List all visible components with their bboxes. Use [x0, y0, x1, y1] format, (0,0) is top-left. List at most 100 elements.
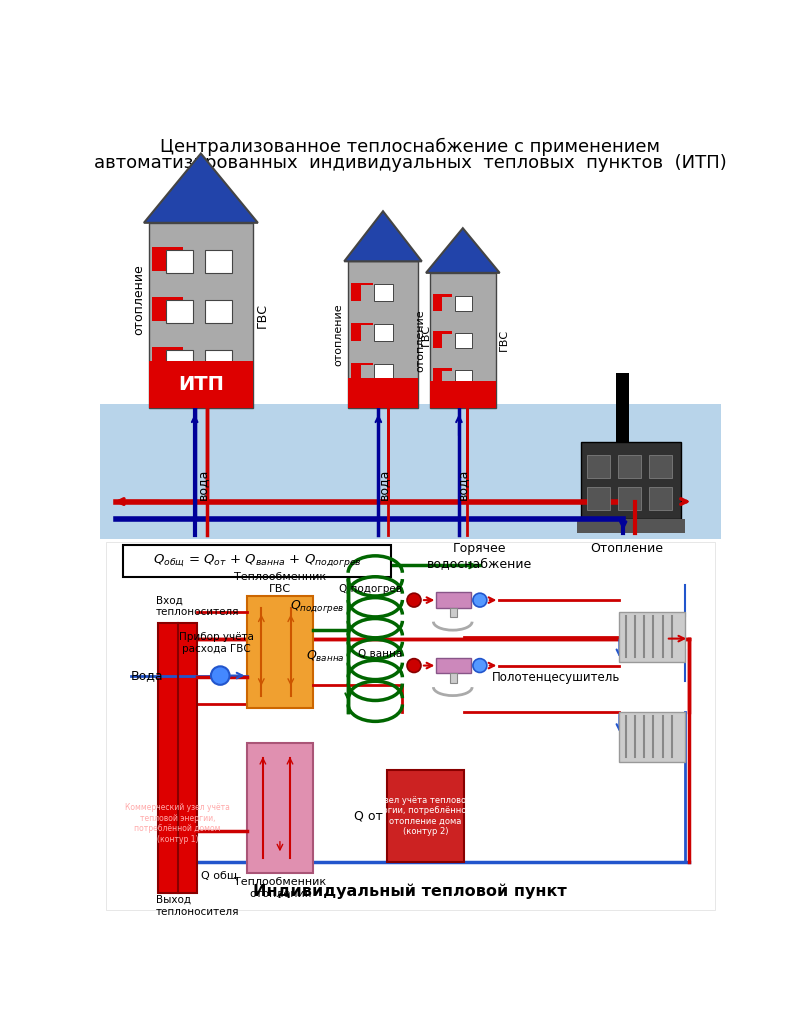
Bar — [100, 403, 721, 407]
Bar — [374, 324, 393, 342]
Bar — [430, 273, 496, 407]
Bar — [205, 299, 231, 323]
Text: автоматизированных  индивидуальных  тепловых  пунктов  (ИТП): автоматизированных индивидуальных теплов… — [94, 153, 727, 172]
Bar — [450, 608, 457, 617]
Text: $Q_{общ}$ = $Q_{от}$ + $Q_{ванна}$ + $Q_{подогрев}$: $Q_{общ}$ = $Q_{от}$ + $Q_{ванна}$ + $Q_… — [153, 553, 361, 569]
Text: Отопление: Отопление — [590, 542, 663, 556]
Text: Прибор учёта
расхода ГВС: Прибор учёта расхода ГВС — [179, 633, 254, 654]
Text: $Q_{ванна}$: $Q_{ванна}$ — [306, 648, 344, 664]
Text: Вход
теплоносителя: Вход теплоносителя — [156, 596, 239, 617]
Bar — [581, 442, 682, 520]
Bar — [359, 325, 361, 341]
Bar — [205, 350, 231, 372]
Bar — [148, 223, 253, 407]
Bar — [166, 350, 193, 372]
Bar — [152, 250, 163, 272]
Circle shape — [407, 659, 421, 673]
Bar — [455, 333, 472, 349]
Circle shape — [473, 593, 487, 607]
Polygon shape — [344, 211, 422, 261]
Text: Q от: Q от — [354, 809, 383, 822]
Bar — [205, 250, 231, 273]
Bar — [348, 261, 418, 407]
Bar — [348, 379, 418, 407]
Text: вода: вода — [376, 469, 389, 500]
Bar — [351, 285, 359, 300]
Bar — [433, 331, 453, 333]
Bar — [163, 299, 166, 321]
Bar — [100, 403, 721, 538]
Polygon shape — [144, 153, 258, 223]
Bar — [455, 296, 472, 312]
Bar — [615, 372, 630, 442]
Bar — [455, 369, 472, 385]
Bar — [374, 364, 393, 382]
Bar — [152, 347, 183, 350]
Bar — [440, 333, 442, 348]
Bar — [351, 283, 373, 285]
Bar — [618, 455, 641, 477]
Bar — [166, 299, 193, 323]
Text: Q общ: Q общ — [201, 871, 237, 881]
Bar — [374, 284, 393, 301]
Text: Q ванна: Q ванна — [358, 649, 402, 659]
Text: Коммерческий узел учёта
тепловой энергии,
потреблённой домом
(контур 1): Коммерческий узел учёта тепловой энергии… — [125, 804, 230, 844]
Bar — [166, 250, 193, 273]
Text: Теплообменник
ГВС: Теплообменник ГВС — [234, 572, 326, 594]
Bar — [351, 363, 373, 365]
Bar — [387, 770, 465, 862]
Bar — [123, 544, 391, 577]
Text: Узел учёта тепловой
энергии, потреблённой на
отопление дома
(контур 2): Узел учёта тепловой энергии, потреблённо… — [367, 795, 485, 836]
Bar — [433, 368, 453, 370]
Text: ГВС: ГВС — [498, 329, 509, 351]
Text: ИТП: ИТП — [178, 375, 223, 394]
Circle shape — [407, 593, 421, 607]
Text: $Q_{подогрев}$: $Q_{подогрев}$ — [290, 598, 344, 615]
Bar — [351, 365, 359, 381]
Bar — [248, 596, 313, 708]
Bar — [619, 712, 685, 761]
Bar — [351, 323, 373, 325]
Bar — [351, 325, 359, 341]
Circle shape — [211, 667, 230, 685]
Text: Полотенцесушитель: Полотенцесушитель — [492, 671, 620, 683]
Text: Выход
теплоносителя: Выход теплоносителя — [156, 895, 239, 917]
Bar — [152, 296, 183, 299]
Bar — [163, 350, 166, 371]
Bar — [430, 381, 496, 407]
Bar — [148, 361, 253, 407]
Bar — [359, 285, 361, 300]
Bar — [587, 487, 610, 510]
Bar — [440, 370, 442, 385]
Text: ГВС: ГВС — [256, 303, 269, 327]
Bar — [107, 541, 714, 910]
Bar — [248, 743, 313, 874]
Bar — [436, 658, 470, 673]
Text: вода: вода — [457, 469, 469, 500]
Bar — [649, 455, 672, 477]
Text: Теплообменник
отопления: Теплообменник отопления — [234, 878, 326, 899]
Bar — [649, 487, 672, 510]
Bar — [100, 177, 721, 454]
Bar — [433, 370, 440, 385]
Bar — [436, 593, 470, 608]
Bar — [152, 350, 163, 371]
Bar — [440, 296, 442, 311]
Bar — [433, 296, 440, 311]
Bar — [152, 247, 183, 250]
Text: Вода: Вода — [131, 669, 163, 682]
Text: вода: вода — [196, 469, 209, 500]
Polygon shape — [426, 228, 500, 273]
Bar — [359, 365, 361, 381]
Bar — [433, 333, 440, 348]
Text: Q подогрев: Q подогрев — [340, 583, 402, 594]
Text: Индивидуальный тепловой пункт: Индивидуальный тепловой пункт — [253, 883, 567, 899]
Bar — [587, 455, 610, 477]
Bar — [450, 673, 457, 682]
Bar — [163, 250, 166, 272]
Bar — [577, 520, 685, 533]
Bar — [100, 538, 721, 916]
Text: отопление: отопление — [132, 264, 145, 335]
Text: Горячее
водоснабжение: Горячее водоснабжение — [427, 542, 533, 570]
Bar — [152, 299, 163, 321]
